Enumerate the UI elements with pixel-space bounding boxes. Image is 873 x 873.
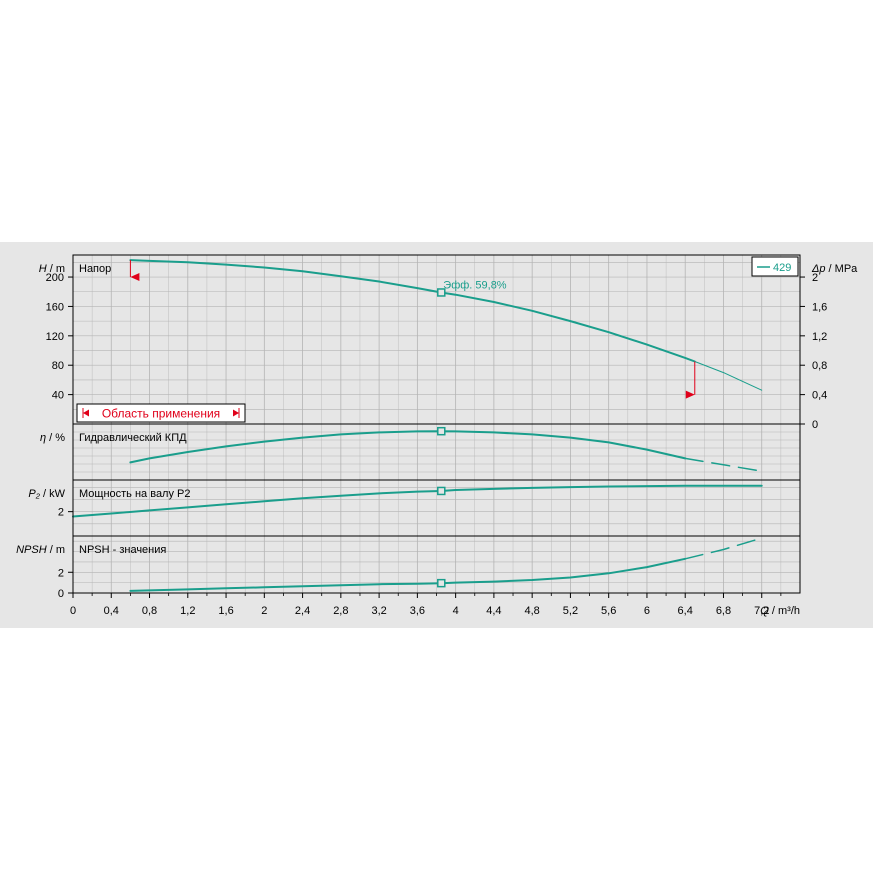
x-axis-label: Q / m³/h — [760, 605, 800, 617]
y-tick-label: 200 — [46, 272, 64, 284]
operating-point-head — [437, 288, 446, 297]
x-tick-label: 3,6 — [410, 605, 425, 617]
x-tick-label: 3,2 — [371, 605, 386, 617]
x-tick-label: 2 — [261, 605, 267, 617]
x-tick-label: 0 — [70, 605, 76, 617]
operating-point-power — [437, 486, 446, 496]
application-range-box — [76, 403, 246, 423]
series-line-head-0 — [129, 259, 696, 363]
panel-title-npsh: NPSH - значения — [79, 544, 166, 556]
x-tick-label: 6 — [644, 605, 650, 617]
operating-point-efficiency — [437, 426, 446, 436]
application-range-label: Область применения — [102, 407, 220, 421]
legend-box — [751, 256, 799, 277]
y-axis-label-power: P₂ / kW — [28, 488, 65, 500]
right-tick-label: 1,6 — [812, 301, 827, 313]
series-line-power-0 — [72, 484, 763, 518]
right-tick-label: 0,8 — [812, 360, 827, 372]
operating-point-label: Эфф. 59,8% — [443, 279, 507, 291]
y-axis-unit: / % — [46, 432, 65, 444]
range-marker-left — [130, 273, 140, 282]
right-tick-label: 2 — [812, 272, 818, 284]
y-tick-label: 40 — [52, 390, 64, 402]
x-tick-label: 2,8 — [333, 605, 348, 617]
y-axis-var: η — [40, 432, 46, 444]
series-line-efficiency-0 — [129, 430, 687, 464]
x-tick-label: 6,8 — [716, 605, 731, 617]
range-marker-right — [685, 390, 695, 399]
x-tick-label: 5,2 — [563, 605, 578, 617]
x-tick-label: 4,4 — [486, 605, 501, 617]
y-tick-label: 2 — [58, 567, 64, 579]
right-axis-var: Δp — [811, 263, 826, 275]
right-axis-label: Δp / MPa — [811, 263, 858, 275]
right-tick-label: 0,4 — [812, 390, 827, 402]
x-tick-label: 2,4 — [295, 605, 310, 617]
range-box-arrow-right — [233, 409, 239, 417]
series-line-efficiency-1 — [684, 457, 763, 472]
y-tick-label: 120 — [46, 331, 64, 343]
range-box-arrow-left — [83, 409, 89, 417]
right-tick-label: 1,2 — [812, 331, 827, 343]
frame-layer — [68, 254, 805, 598]
y-tick-label: 0 — [58, 588, 64, 600]
y-axis-var: H — [39, 263, 47, 275]
operating-point-npsh — [437, 578, 446, 588]
x-axis-unit: / m³/h — [769, 605, 800, 617]
panel-title-head: Напор — [79, 263, 111, 275]
x-tick-label: 4 — [453, 605, 459, 617]
x-tick-label: 5,6 — [601, 605, 616, 617]
x-tick-label: 1,2 — [180, 605, 195, 617]
x-tick-label: 0,4 — [104, 605, 119, 617]
y-tick-label: 80 — [52, 360, 64, 372]
series-line-npsh-0 — [129, 557, 687, 592]
y-axis-unit: / kW — [40, 488, 66, 500]
y-axis-label-efficiency: η / % — [40, 432, 65, 444]
y-axis-var: NPSH — [16, 544, 47, 556]
y-axis-unit: / m — [47, 263, 65, 275]
right-axis-unit: / MPa — [826, 263, 859, 275]
legend-label: 429 — [773, 262, 791, 274]
y-tick-label: 160 — [46, 301, 64, 313]
x-axis-var: Q — [760, 605, 769, 617]
x-tick-label: 7,2 — [754, 605, 769, 617]
panel-title-efficiency: Гидравлический КПД — [79, 432, 187, 444]
right-tick-label: 0 — [812, 419, 818, 431]
y-axis-var: P₂ — [28, 488, 40, 500]
panel-title-power: Мощность на валу P2 — [79, 488, 191, 500]
y-axis-label-head: H / m — [39, 263, 65, 275]
y-axis-label-npsh: NPSH / m — [16, 544, 65, 556]
x-tick-label: 0,8 — [142, 605, 157, 617]
y-tick-label: 2 — [58, 507, 64, 519]
x-tick-label: 1,6 — [218, 605, 233, 617]
curve-layer — [72, 259, 763, 592]
x-tick-label: 4,8 — [525, 605, 540, 617]
series-line-head-1 — [694, 361, 763, 391]
y-axis-unit: / m — [47, 544, 65, 556]
series-line-npsh-1 — [684, 537, 763, 560]
x-tick-label: 6,4 — [678, 605, 693, 617]
